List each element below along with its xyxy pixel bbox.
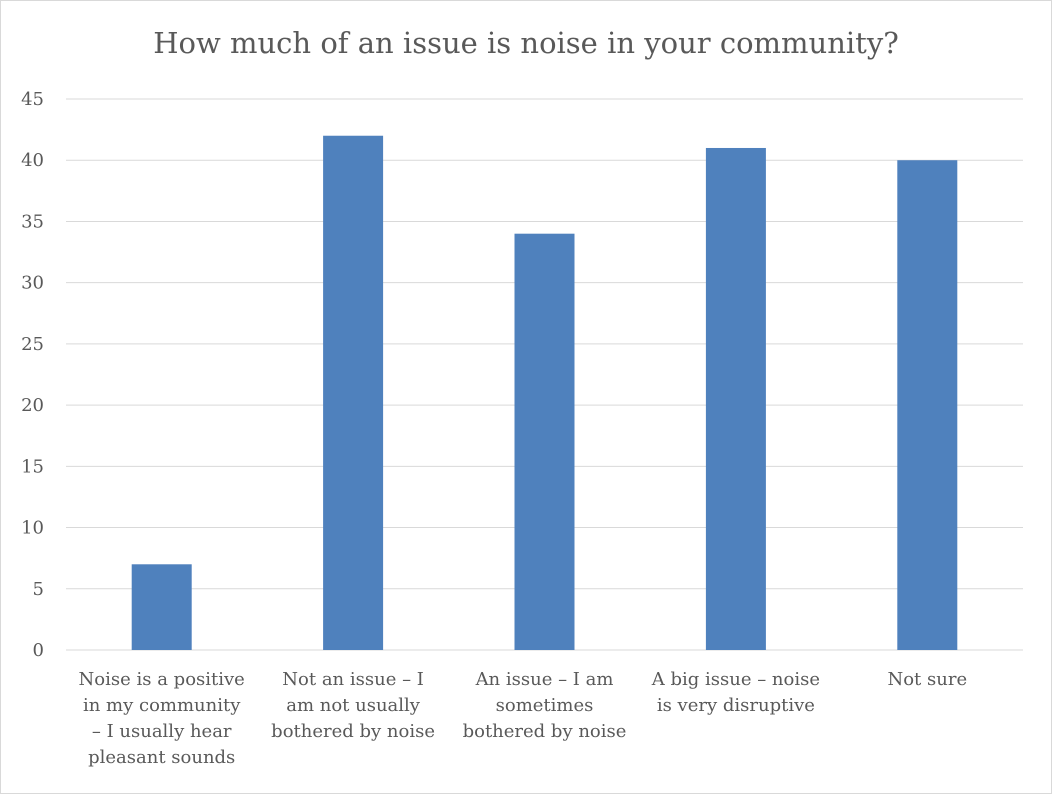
y-tick-label: 30 [21, 273, 44, 294]
x-category-label: Noise is a positive in my community – I us… [79, 669, 245, 768]
y-tick-label: 45 [21, 89, 44, 110]
y-tick-label: 25 [21, 334, 44, 355]
y-tick-label: 35 [21, 211, 44, 232]
x-category-label: Not sure [887, 669, 967, 690]
bar [131, 564, 192, 650]
bar [514, 233, 575, 650]
y-tick-label: 10 [21, 518, 44, 539]
bar [705, 147, 766, 650]
y-axis-ticks: 0 5 10 15 20 25 30 35 40 45 [21, 89, 44, 661]
bar [323, 135, 384, 650]
x-category-label: An issue – I am sometimes bothered by nois… [463, 669, 627, 742]
y-tick-label: 0 [33, 640, 44, 661]
y-tick-label: 5 [33, 579, 44, 600]
bars [131, 135, 958, 650]
bar [897, 160, 958, 650]
y-tick-label: 15 [21, 456, 44, 477]
y-tick-label: 20 [21, 395, 44, 416]
chart-title: How much of an issue is noise in your co… [153, 26, 899, 60]
x-category-label: A big issue – noise is very disruptive [651, 669, 820, 716]
y-tick-label: 40 [21, 150, 44, 171]
x-axis-categories: Noise is a positive in my community – I us… [79, 669, 968, 768]
